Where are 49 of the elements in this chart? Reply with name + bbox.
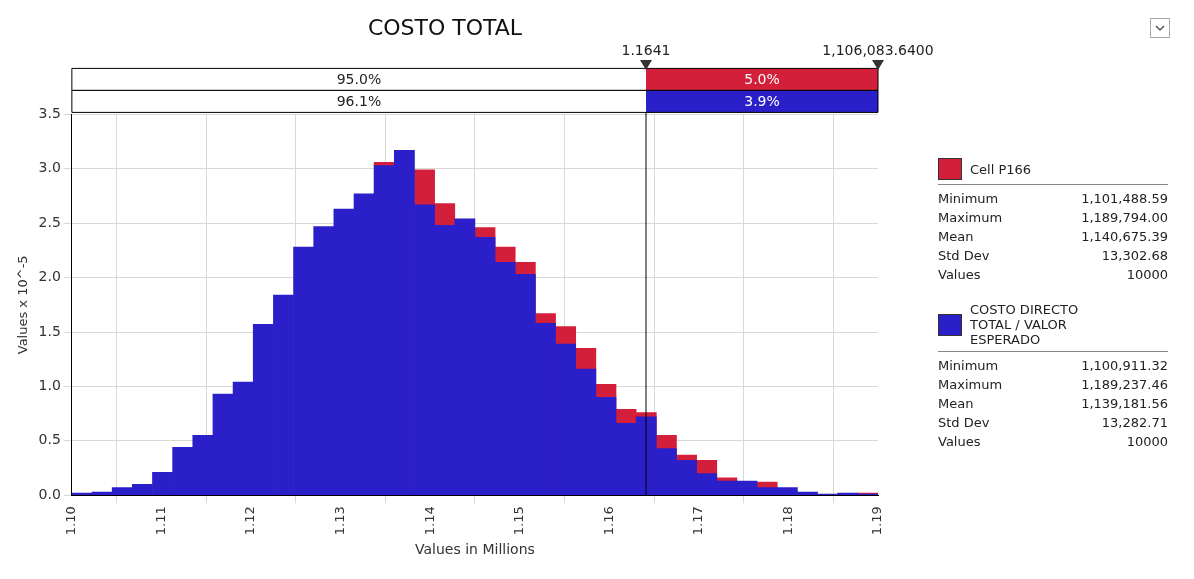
text: 1,189,237.46 <box>1081 376 1168 394</box>
text: Minimum <box>938 190 999 208</box>
x-tick-label: 1.16 <box>600 506 616 536</box>
y-tick-label: 2.5 <box>38 213 61 230</box>
text: Std Dev <box>938 247 990 265</box>
x-tick-label: 1.17 <box>690 506 706 536</box>
text: Mean <box>938 228 974 246</box>
text: 5.0% <box>744 71 780 88</box>
text: 13,282.71 <box>1101 414 1168 432</box>
x-tick-label: 1.12 <box>242 506 258 536</box>
y-axis-title: Values x 10^-5 <box>15 255 31 355</box>
y-tick-label: 2.0 <box>38 268 61 285</box>
x-tick-label: 1.11 <box>152 506 168 536</box>
legend-label: COSTO DIRECTO TOTAL / VALOR ESPERADO <box>970 302 1080 347</box>
text: Mean <box>938 395 974 413</box>
x-tick-label: 1.18 <box>779 506 795 536</box>
y-tick-label: 3.0 <box>38 159 61 176</box>
text: 1,106,083.6400 <box>822 42 934 59</box>
x-tick-label: 1.15 <box>511 506 527 536</box>
text: 3.9% <box>744 93 780 110</box>
text: 10000 <box>1126 433 1168 451</box>
y-tick-label: 3.5 <box>38 105 61 122</box>
text: 1,101,488.59 <box>1081 190 1168 208</box>
text: 1,140,675.39 <box>1081 228 1168 246</box>
text: 10000 <box>1126 266 1168 284</box>
y-tick-label: 1.5 <box>38 322 61 339</box>
x-tick-label: 1.13 <box>331 506 347 536</box>
y-tick-label: 0.5 <box>38 431 61 448</box>
text: Values <box>938 433 981 451</box>
text: Values <box>938 266 981 284</box>
text: 1,189,794.00 <box>1081 209 1168 227</box>
x-tick-label: 1.14 <box>421 506 437 536</box>
x-tick-label: 1.19 <box>869 506 885 536</box>
text: 96.1% <box>336 93 382 110</box>
legend-label: Cell P166 <box>970 161 1032 177</box>
text: 1,139,181.56 <box>1081 395 1168 413</box>
text: 95.0% <box>336 71 382 88</box>
text: 13,302.68 <box>1101 247 1168 265</box>
text: Minimum <box>938 357 999 375</box>
ref-line-label: 1.1641 <box>621 42 671 59</box>
text: Maximum <box>938 376 1003 394</box>
text: Std Dev <box>938 414 990 432</box>
y-tick-label: 1.0 <box>38 377 61 394</box>
chart-title: COSTO TOTAL <box>367 14 523 40</box>
x-tick-label: 1.10 <box>63 506 79 536</box>
text: Maximum <box>938 209 1003 227</box>
y-tick-label: 0.0 <box>38 485 61 502</box>
x-axis-title: Values in Millions <box>415 541 535 558</box>
text: 1,100,911.32 <box>1081 357 1168 375</box>
